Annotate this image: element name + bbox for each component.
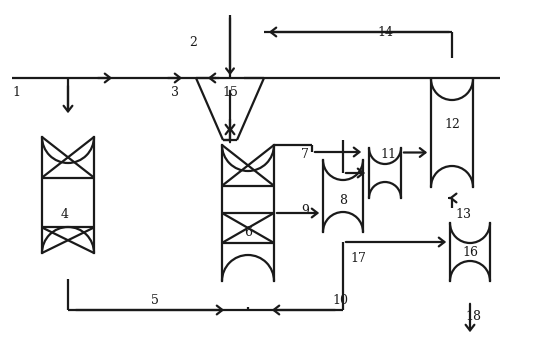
Text: 11: 11 <box>380 149 396 161</box>
Text: 18: 18 <box>465 310 481 323</box>
Text: 4: 4 <box>61 208 69 222</box>
Text: 1: 1 <box>12 86 20 99</box>
Text: 10: 10 <box>332 293 348 307</box>
Text: 7: 7 <box>301 149 309 161</box>
Text: 14: 14 <box>377 25 393 39</box>
Text: 8: 8 <box>339 193 347 206</box>
Text: 6: 6 <box>244 226 252 238</box>
Text: 17: 17 <box>350 251 366 265</box>
Text: 12: 12 <box>444 118 460 131</box>
Text: 16: 16 <box>462 246 478 258</box>
Text: 3: 3 <box>171 86 179 99</box>
Text: 9: 9 <box>301 204 309 216</box>
Text: 5: 5 <box>151 293 159 307</box>
Text: 2: 2 <box>189 36 197 50</box>
Text: 13: 13 <box>455 208 471 222</box>
Text: 15: 15 <box>222 86 238 99</box>
